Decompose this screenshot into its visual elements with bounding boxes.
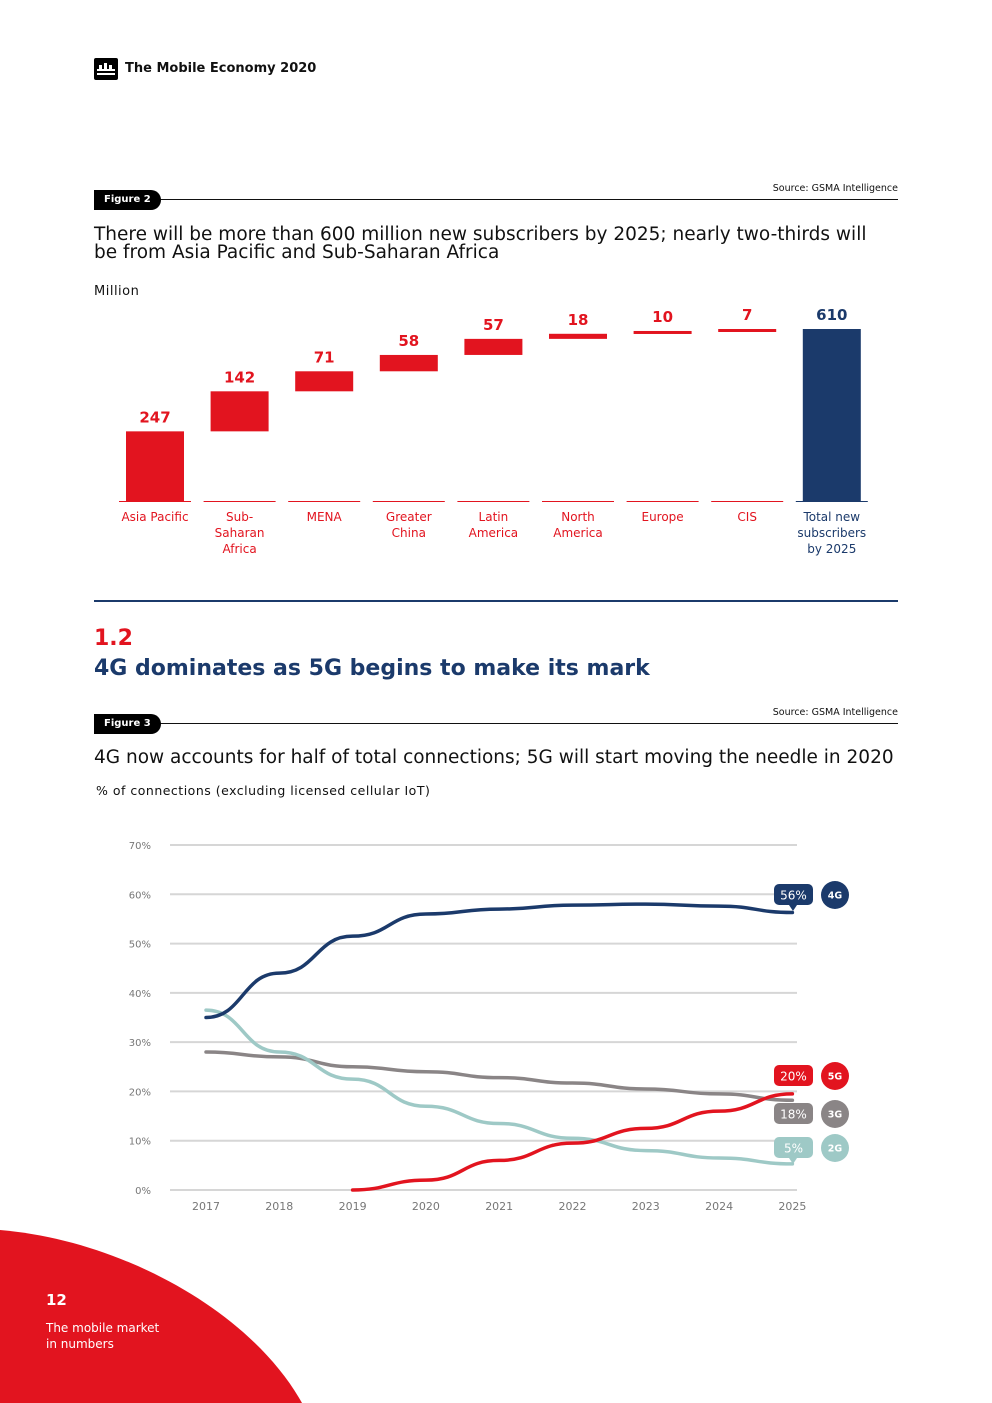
footer-red-shape (0, 1230, 302, 1403)
series-end-label-2g: 5% 2G (774, 1134, 849, 1164)
legend-dot-2g (821, 1134, 849, 1162)
legend-label-5g: 5G (828, 1072, 843, 1083)
series-end-badge-2g (774, 1137, 813, 1158)
figure2-rule (94, 199, 898, 200)
x-tick-label-2017: 2017 (192, 1200, 220, 1213)
category-label-4-line2: China (392, 526, 426, 540)
series-end-label-5g: 20% 5G (774, 1062, 849, 1090)
value-label-2: 142 (224, 368, 255, 386)
series-end-value-4g: 56% (780, 889, 807, 903)
y-tick-label-4: 40% (129, 989, 151, 1000)
series-end-badge-3g (774, 1103, 813, 1124)
category-label-2-line3: Africa (222, 542, 256, 556)
category-label-6-line2: America (553, 526, 603, 540)
bar-5 (464, 338, 523, 355)
value-label-6: 18 (568, 311, 589, 329)
y-tick-label-3: 30% (129, 1038, 151, 1049)
figure2-title: There will be more than 600 million new … (94, 224, 867, 263)
series-end-badge-4g (774, 884, 813, 905)
y-tick-label-1: 10% (129, 1137, 151, 1148)
x-tick-label-2023: 2023 (632, 1200, 660, 1213)
category-label-9-line2: subscribers (797, 526, 866, 540)
figure2-unit: Million (94, 284, 140, 299)
series-end-value-3g: 18% (780, 1108, 807, 1122)
category-label-8: CIS (737, 510, 757, 524)
x-tick-label-2019: 2019 (339, 1200, 367, 1213)
section-title: 4G dominates as 5G begins to make its ma… (94, 656, 650, 681)
figure2-source: Source: GSMA Intelligence (772, 183, 898, 194)
legend-dot-5g (821, 1062, 849, 1090)
waterfall-chart: 247 Asia Pacific 142 Sub- Saharan Africa 71 MEN… (119, 306, 868, 556)
value-label-9: 610 (816, 306, 847, 324)
figure2-tag: Figure 2 (94, 190, 161, 210)
figure3-title: 4G now accounts for half of total connec… (94, 747, 894, 768)
series-line-2g (204, 1008, 795, 1166)
y-tick-label-7: 70% (129, 841, 151, 852)
bar-9 (802, 329, 861, 501)
series-end-value-5g: 20% (780, 1070, 807, 1084)
bar-1 (126, 431, 184, 501)
figure3-source: Source: GSMA Intelligence (772, 707, 898, 718)
y-tick-label-0: 0% (135, 1186, 151, 1197)
category-label-9-line3: by 2025 (807, 542, 856, 556)
page-number: 12 (46, 1291, 67, 1309)
value-label-1: 247 (139, 408, 170, 426)
line-chart: 0% 10% 20% 30% 40% 50% 60% 70% 2017 2018 2019 2020 2… (129, 841, 849, 1213)
value-label-3: 71 (314, 348, 335, 366)
value-label-7: 10 (652, 308, 673, 326)
section-number: 1.2 (94, 626, 133, 651)
series-end-badge-5g (774, 1065, 813, 1086)
series-line-5g (350, 1092, 795, 1192)
category-label-7: Europe (641, 510, 683, 524)
figure3-rule (94, 723, 898, 724)
page-section-label-line1: The mobile market (46, 1321, 160, 1335)
x-tick-label-2022: 2022 (559, 1200, 587, 1213)
category-label-4-line1: Greater (386, 510, 432, 524)
y-tick-label-6: 60% (129, 890, 151, 901)
series-end-label-4g: 56% 4G (774, 881, 849, 911)
series-end-value-2g: 5% (784, 1142, 803, 1156)
x-tick-label-2025: 2025 (778, 1200, 806, 1213)
section-divider (94, 600, 898, 602)
series-end-pointer-2g (789, 1158, 797, 1164)
legend-label-3g: 3G (828, 1110, 843, 1121)
series-end-label-3g: 18% 3G (774, 1100, 849, 1128)
category-label-5-line2: America (469, 526, 519, 540)
bar-2 (210, 391, 269, 432)
page-section-label-line2: in numbers (46, 1337, 114, 1351)
category-label-9-line1: Total new (802, 510, 860, 524)
legend-label-2g: 2G (828, 1144, 843, 1155)
category-label-3: MENA (307, 510, 343, 524)
value-label-4: 58 (398, 332, 419, 350)
value-label-8: 7 (742, 306, 752, 324)
bar-8 (718, 329, 777, 332)
x-tick-label-2021: 2021 (485, 1200, 513, 1213)
legend-dot-3g (821, 1100, 849, 1128)
y-tick-label-2: 20% (129, 1087, 151, 1098)
bar-6 (549, 333, 607, 339)
x-tick-label-2020: 2020 (412, 1200, 440, 1213)
category-label-2-line1: Sub- (226, 510, 253, 524)
x-tick-label-2018: 2018 (265, 1200, 293, 1213)
legend-dot-4g (821, 881, 849, 909)
bar-3 (295, 371, 354, 392)
series-line-3g (204, 1050, 795, 1103)
legend-label-4g: 4G (828, 891, 843, 902)
figure3-tag: Figure 3 (94, 714, 161, 734)
value-label-5: 57 (483, 316, 504, 334)
page-section-label: The mobile market in numbers (46, 1320, 176, 1352)
x-tick-label-2024: 2024 (705, 1200, 733, 1213)
bar-4 (379, 354, 438, 372)
y-tick-label-5: 50% (129, 940, 151, 951)
series-line-4g (204, 902, 795, 1020)
category-label-5-line1: Latin (479, 510, 509, 524)
category-label-2-line2: Saharan (215, 526, 265, 540)
bar-7 (633, 330, 692, 334)
publication-title: The Mobile Economy 2020 (125, 61, 317, 76)
figure3-unit: % of connections (excluding licensed cel… (96, 783, 431, 798)
category-label-1: Asia Pacific (121, 510, 188, 524)
category-label-6-line1: North (561, 510, 595, 524)
gsma-logo-icon (94, 58, 118, 80)
series-end-pointer-4g (789, 905, 797, 911)
